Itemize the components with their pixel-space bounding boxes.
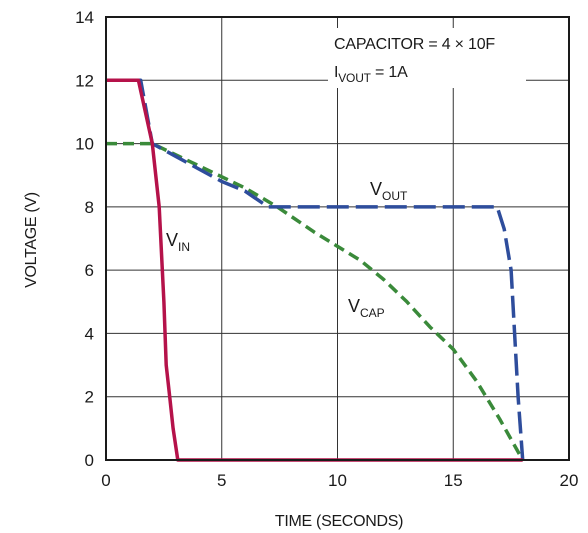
y-tick-label: 4 [85,324,94,343]
y-tick-label: 14 [75,8,94,27]
y-tick-label: 12 [75,71,94,90]
x-tick-label: 20 [560,471,579,490]
x-tick-label: 5 [217,471,226,490]
vin-series-label: VIN [166,230,190,254]
y-tick-label: 2 [85,388,94,407]
capacitor-annotation: CAPACITOR = 4 × 10F [334,36,495,53]
vout-series-label: VOUT [370,179,408,203]
vcap-label-main: V [348,296,360,316]
series-line-v-cap [106,141,525,461]
x-axis-label: TIME (SECONDS) [275,513,403,530]
vout-label-main: V [370,179,382,199]
tick-labels: 0 5 10 15 20 0 2 4 6 8 10 12 14 [75,8,578,490]
vin-label-sub: IN [178,240,190,254]
current-annotation: IVOUT = 1A [334,64,408,85]
series-line-v-out [106,78,525,461]
annotation-background [328,28,526,88]
y-tick-label: 8 [85,198,94,217]
current-annotation-rest: = 1A [371,64,408,81]
y-axis-label: VOLTAGE (V) [23,192,40,288]
y-tick-label: 6 [85,261,94,280]
vcap-series-label: VCAP [348,296,385,320]
x-tick-label: 15 [444,471,463,490]
vin-label-main: V [166,230,178,250]
current-annotation-main: I [334,64,338,81]
current-annotation-sub: VOUT [338,71,371,85]
y-tick-label: 10 [75,135,94,154]
vcap-label-sub: CAP [360,306,385,320]
x-tick-label: 10 [328,471,347,490]
plot-frame [105,16,570,461]
y-tick-label: 0 [85,451,94,470]
series-layer [106,78,525,462]
series-line-v-in [106,78,523,462]
x-tick-label: 0 [101,471,110,490]
vout-label-sub: OUT [382,189,408,203]
